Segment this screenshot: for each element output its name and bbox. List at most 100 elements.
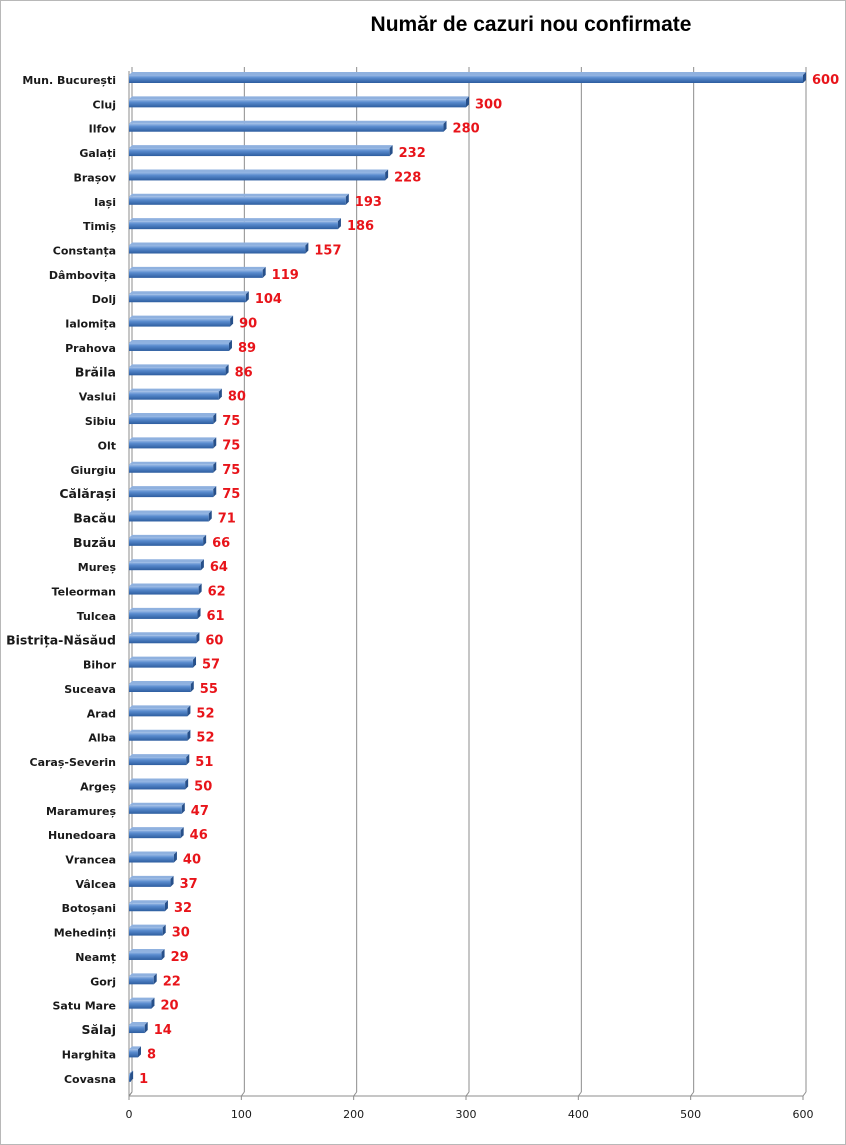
data-label: 1 [139,1072,148,1087]
x-tick-label: 200 [343,1108,364,1121]
bar-end [173,851,177,863]
category-label: Covasna [64,1073,116,1086]
category-label: Sălaj [82,1022,116,1037]
category-label: Vaslui [79,391,116,404]
data-label: 80 [228,390,246,405]
bar-top [129,973,157,977]
bar-end [213,461,217,473]
bar-front [129,805,182,814]
data-label: 75 [222,438,240,453]
data-label: 14 [154,1023,172,1038]
bar [129,827,184,839]
bar-end [144,1022,148,1034]
bar-end [161,948,165,960]
data-label: 186 [347,219,374,234]
bar [129,72,806,83]
bar-top [129,900,168,904]
bar-end [151,997,155,1009]
bar-end [208,510,212,522]
category-label: Teleorman [52,586,116,599]
bar-end [389,145,393,157]
bar-end [200,559,204,571]
bar [129,754,190,766]
bar [129,413,217,425]
bar-front [129,586,199,595]
bar-top [129,96,469,100]
category-label: Iași [94,196,116,209]
bar-top [129,705,191,709]
category-label: Bistrița-Năsăud [6,632,116,647]
bar-top [129,413,217,417]
bar-front [129,391,219,400]
bar [129,266,266,278]
bar-end [385,169,389,181]
bar-front [129,927,163,936]
bar [129,900,168,912]
bar-end [218,388,222,400]
bar [129,339,232,351]
data-label: 22 [163,974,181,989]
data-label: 57 [202,658,220,673]
bar-end [198,583,202,595]
bar-front [129,684,191,692]
category-label: Mehedinți [54,927,116,940]
x-tick-labels: 0 100 200 300 400 500 600 [126,1108,814,1121]
data-label: 75 [222,414,240,429]
bar-end [213,486,217,498]
gridline-base [353,1091,358,1097]
data-label: 29 [171,950,189,965]
data-label: 600 [812,73,839,88]
category-label: Brăila [75,364,116,379]
category-label: Timiș [83,220,117,233]
category-label: Neamț [75,951,116,964]
bar-front [129,854,174,863]
bar-top [129,486,217,490]
bar-front [129,757,187,766]
bar-front [129,416,214,425]
category-label: Harghita [62,1048,116,1061]
bar [129,1022,148,1034]
data-label: 75 [222,463,240,478]
gridline-base [577,1091,582,1097]
bar [129,388,222,400]
bar-front [129,148,390,157]
category-label: Mun. București [22,74,116,87]
bar-end [262,266,266,278]
category-label: Ilfov [89,123,117,136]
bar [129,924,166,936]
bar-top [129,266,266,270]
bar [129,656,197,668]
data-label: 60 [205,633,223,648]
bar-end [137,1046,141,1058]
bar-front [129,610,198,619]
bar [129,997,155,1009]
category-label: Călărași [59,486,116,501]
bar-end [186,754,190,766]
bar-front [129,489,214,498]
bar-front [129,537,204,546]
category-label: Sibiu [85,415,116,428]
data-label: 8 [147,1047,156,1062]
bar [129,169,389,181]
category-label: Constanța [53,245,116,258]
bar-front [129,1025,145,1034]
data-label: 157 [314,244,341,259]
data-label: 193 [355,195,382,210]
bar-front [129,976,154,985]
category-label: Gorj [90,975,116,988]
bar [129,583,202,595]
bar-top [129,778,189,782]
data-label: 61 [207,609,225,624]
x-tick-label: 300 [456,1108,477,1121]
bar [129,1046,141,1058]
bar-front [129,878,171,887]
data-label: 280 [453,122,480,137]
bar-top [129,1022,148,1026]
bar-front [129,294,246,303]
data-label: 47 [191,804,209,819]
category-label: Vâlcea [75,878,116,891]
bar-front [129,708,188,717]
data-label: 46 [190,828,208,843]
category-label: Arad [87,707,116,720]
